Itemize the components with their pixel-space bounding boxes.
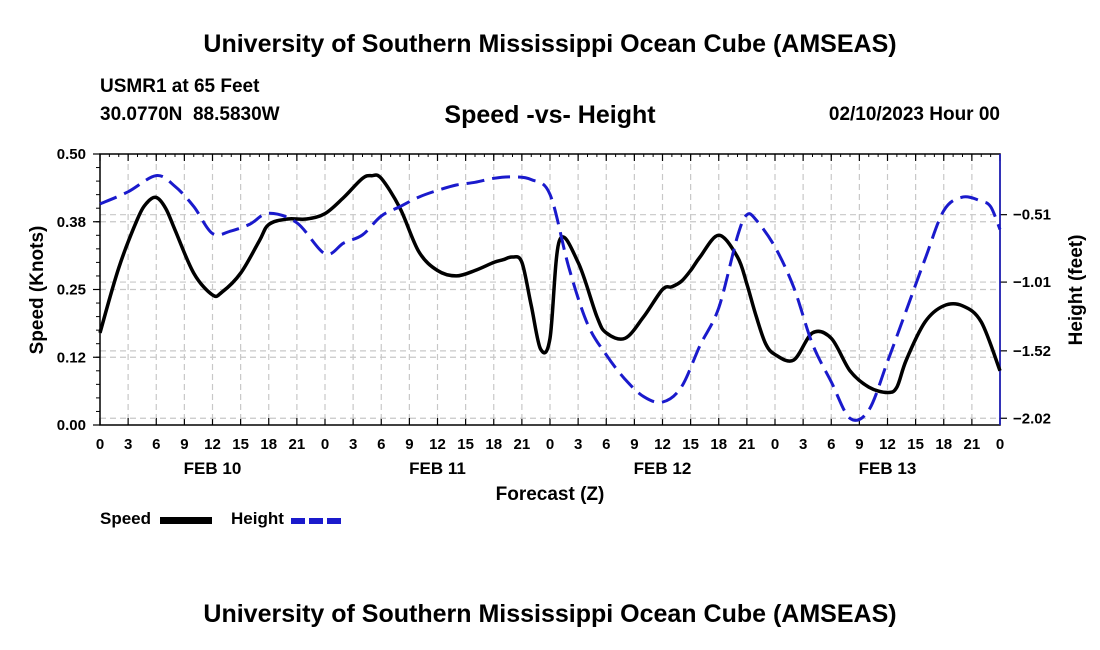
- x-tick-label: 21: [514, 436, 531, 453]
- x-tick-label: 15: [682, 436, 699, 453]
- x-tick-label: 18: [710, 436, 727, 453]
- footer-title: University of Southern Mississippi Ocean…: [203, 600, 897, 628]
- x-tick-label: 3: [124, 436, 132, 453]
- x-tick-label: 3: [574, 436, 582, 453]
- x-tick-label: 18: [935, 436, 952, 453]
- y-left-tick-label: 0.12: [57, 349, 86, 366]
- legend-height-label: Height: [231, 509, 284, 528]
- x-tick-label: 18: [260, 436, 277, 453]
- x-tick-label: 6: [152, 436, 160, 453]
- x-tick-label: 21: [289, 436, 306, 453]
- speed-height-chart: 0 3 6 9 12 15 18 21 0 3 6 9 12 15 18 21 0 3 6 9 12 15 18 21 0 3 6 9…: [27, 146, 1087, 505]
- height-series-line: [99, 174, 1002, 422]
- y-right-tick-label: −1.01: [1013, 274, 1051, 291]
- x-tick-label: 15: [907, 436, 924, 453]
- date-label: FEB 13: [859, 459, 917, 478]
- chart-subtitle: Speed -vs- Height: [444, 101, 656, 129]
- forecast-run-time: 02/10/2023 Hour 00: [828, 104, 1000, 125]
- x-tick-label: 6: [602, 436, 610, 453]
- station-label: USMR1 at 65 Feet: [100, 76, 260, 97]
- x-tick-label: 3: [799, 436, 807, 453]
- x-tick-label: 3: [349, 436, 357, 453]
- y-left-tick-label: 0.25: [57, 282, 86, 299]
- x-tick-label: 0: [321, 436, 329, 453]
- chart-title: University of Southern Mississippi Ocean…: [203, 30, 897, 58]
- x-tick-label: 12: [204, 436, 221, 453]
- x-tick-label: 9: [180, 436, 188, 453]
- x-tick-label: 12: [879, 436, 896, 453]
- date-label: FEB 11: [409, 459, 466, 478]
- x-tick-label: 9: [405, 436, 413, 453]
- x-tick-label: 21: [964, 436, 981, 453]
- x-tick-label: 15: [457, 436, 474, 453]
- y-left-axis-title: Speed (Knots): [27, 226, 48, 355]
- speed-series-line: [98, 173, 1002, 395]
- legend-height-swatch: [291, 518, 343, 524]
- x-tick-label: 12: [429, 436, 446, 453]
- y-right-tick-label: −0.51: [1013, 207, 1051, 224]
- x-tick-label: 21: [739, 436, 756, 453]
- y-right-tick-label: −1.52: [1013, 343, 1051, 360]
- x-tick-label: 9: [630, 436, 638, 453]
- y-left-tick-label: 0.38: [57, 214, 86, 231]
- date-label: FEB 10: [184, 459, 242, 478]
- date-label: FEB 12: [634, 459, 692, 478]
- x-tick-label: 6: [827, 436, 835, 453]
- x-tick-label: 0: [96, 436, 104, 453]
- coordinates-label: 30.0770N 88.5830W: [100, 104, 280, 125]
- x-tick-label: 0: [996, 436, 1004, 453]
- x-tick-label: 6: [377, 436, 385, 453]
- x-tick-label: 0: [546, 436, 554, 453]
- legend-speed-swatch: [160, 517, 212, 524]
- x-tick-label: 0: [771, 436, 779, 453]
- y-right-tick-label: −2.02: [1013, 410, 1051, 427]
- x-tick-label: 12: [654, 436, 671, 453]
- x-tick-label: 9: [855, 436, 863, 453]
- x-tick-label: 18: [485, 436, 502, 453]
- y-right-axis-title: Height (feet): [1066, 235, 1087, 346]
- x-tick-label: 15: [232, 436, 249, 453]
- y-left-tick-label: 0.00: [57, 417, 86, 434]
- legend-speed-label: Speed: [100, 509, 152, 528]
- y-left-tick-label: 0.50: [57, 146, 86, 163]
- x-axis-title: Forecast (Z): [496, 484, 605, 505]
